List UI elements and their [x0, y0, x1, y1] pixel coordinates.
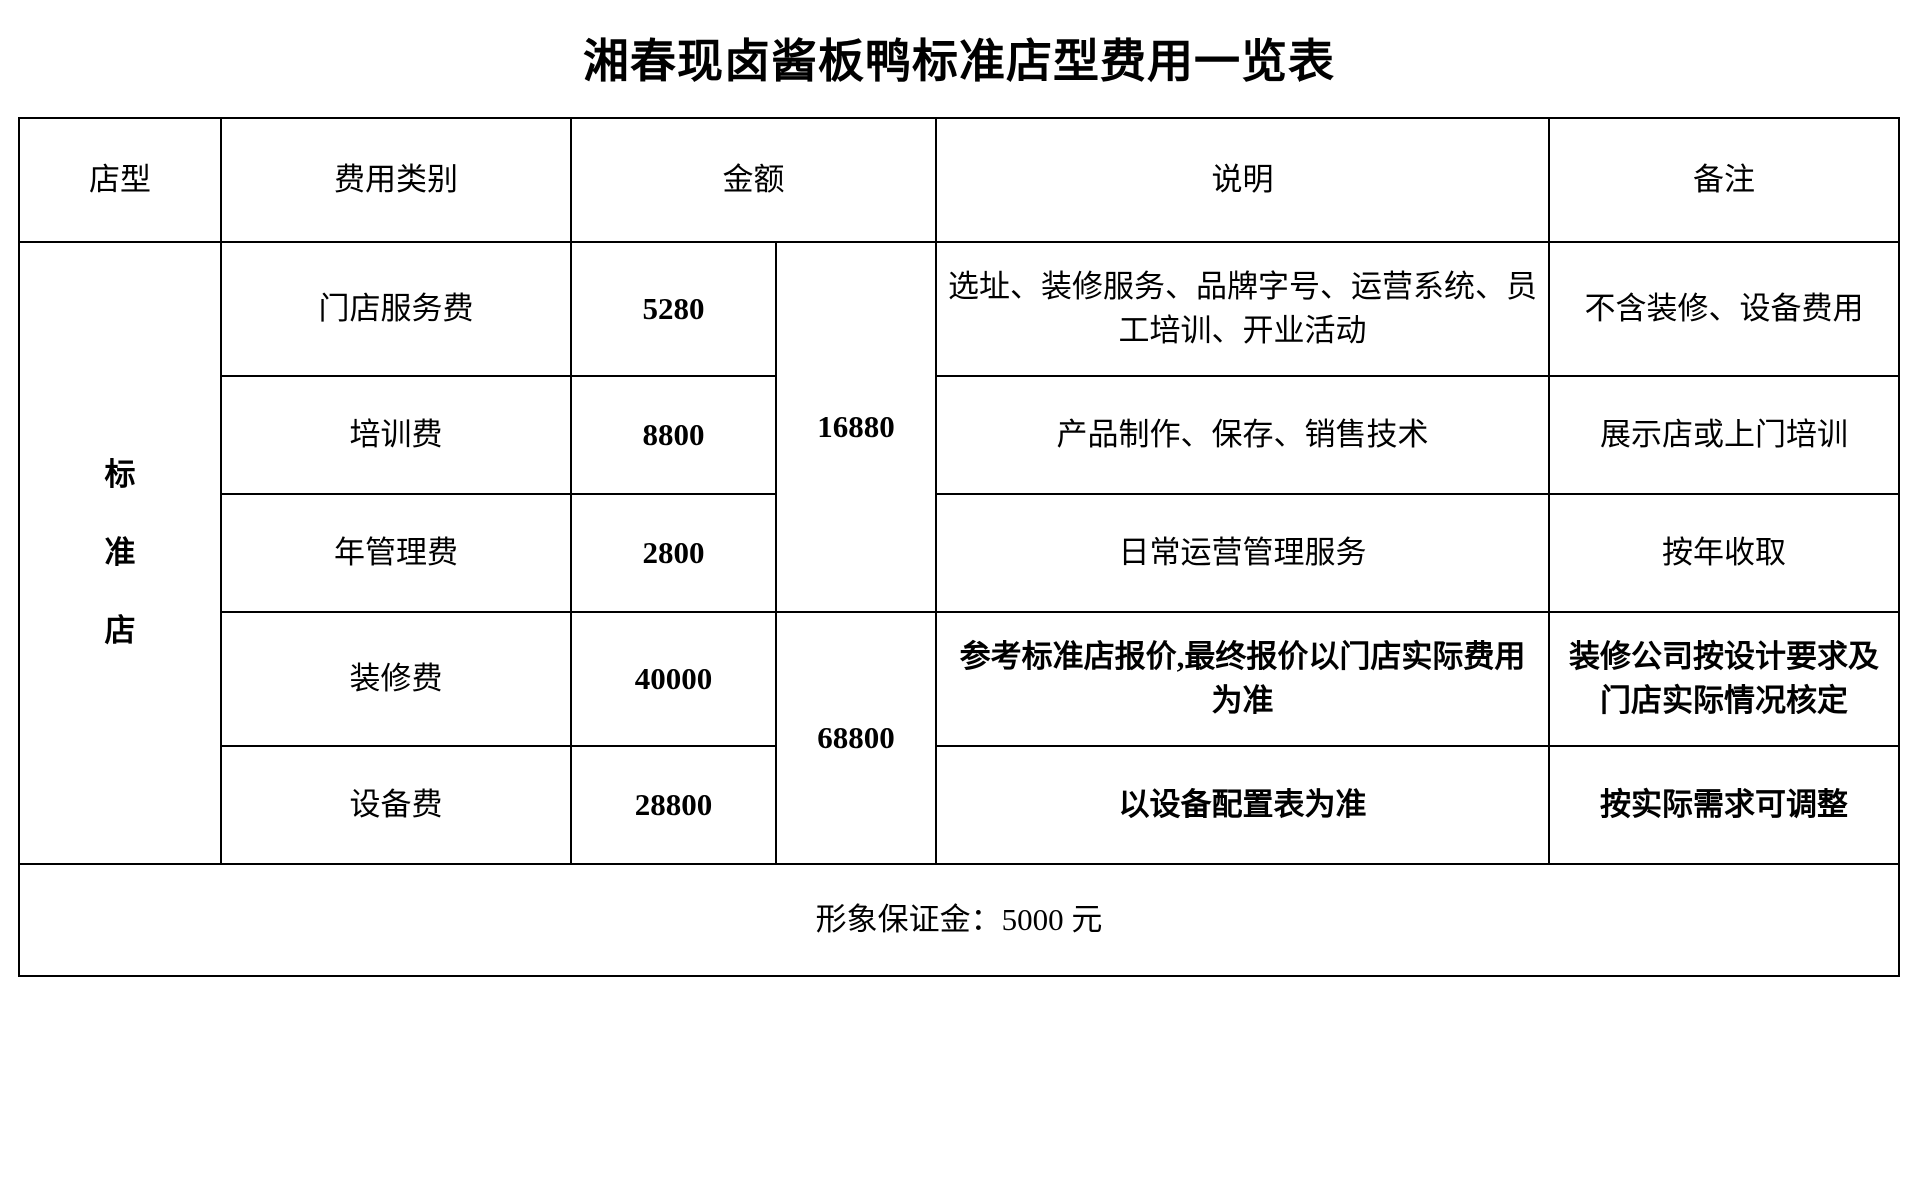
header-fee-category: 费用类别 — [220, 117, 572, 244]
fee-amount-cell: 28800 — [570, 745, 777, 866]
page-title: 湘春现卤酱板鸭标准店型费用一览表 — [583, 36, 1335, 87]
fee-remark-cell: 不含装修、设备费用 — [1548, 241, 1900, 378]
fee-amount-cell: 2800 — [570, 493, 777, 614]
fee-subtotal-cell: 16880 — [775, 241, 937, 614]
fee-description-cell: 以设备配置表为准 — [935, 745, 1550, 866]
header-amount: 金额 — [570, 117, 937, 244]
header-store-type: 店型 — [18, 117, 222, 244]
deposit-note-text: 形象保证金：5000 元 — [815, 902, 1103, 938]
deposit-note-cell: 形象保证金：5000 元 — [18, 863, 1900, 978]
fee-category-cell: 设备费 — [220, 745, 572, 866]
table-row: 培训费 8800 产品制作、保存、销售技术 展示店或上门培训 — [19, 375, 1900, 496]
fee-amount-cell: 5280 — [570, 241, 777, 378]
fee-category-cell: 门店服务费 — [220, 241, 572, 378]
header-description: 说明 — [935, 117, 1550, 244]
table-footer-row: 形象保证金：5000 元 — [18, 863, 1900, 978]
store-type-label: 标准店 — [104, 457, 136, 649]
fee-remark-cell: 按实际需求可调整 — [1548, 745, 1900, 866]
header-remark: 备注 — [1548, 117, 1900, 244]
table-row: 设备费 28800 以设备配置表为准 按实际需求可调整 — [19, 745, 1900, 866]
fee-remark-cell: 展示店或上门培训 — [1548, 375, 1900, 496]
fee-amount-cell: 40000 — [570, 611, 777, 748]
table-header-row: 店型 费用类别 金额 说明 备注 — [18, 117, 1900, 244]
fee-category-cell: 年管理费 — [220, 493, 572, 614]
fee-category-cell: 培训费 — [220, 375, 572, 496]
table-row: 标准店 门店服务费 5280 16880 选址、装修服务、品牌字号、运营系统、员… — [18, 241, 1900, 866]
store-type-cell: 标准店 — [18, 241, 222, 866]
fee-description-cell: 产品制作、保存、销售技术 — [935, 375, 1550, 496]
table-row: 装修费 40000 68800 参考标准店报价,最终报价以门店实际费用为准 装修… — [19, 611, 1900, 866]
fee-description-cell: 日常运营管理服务 — [935, 493, 1550, 614]
fee-description-cell: 参考标准店报价,最终报价以门店实际费用为准 — [935, 611, 1550, 748]
fee-subtotal-cell: 68800 — [775, 611, 937, 866]
fee-schedule-table: 店型 费用类别 金额 说明 备注 标准店 门店服务费 5280 16880 选址… — [18, 117, 1900, 978]
fee-remark-cell: 装修公司按设计要求及门店实际情况核定 — [1548, 611, 1900, 748]
fee-description-cell: 选址、装修服务、品牌字号、运营系统、员工培训、开业活动 — [935, 241, 1550, 378]
fee-remark-cell: 按年收取 — [1548, 493, 1900, 614]
fee-category-cell: 装修费 — [220, 611, 572, 748]
fee-amount-cell: 8800 — [570, 375, 777, 496]
table-row: 年管理费 2800 日常运营管理服务 按年收取 — [19, 493, 1900, 614]
